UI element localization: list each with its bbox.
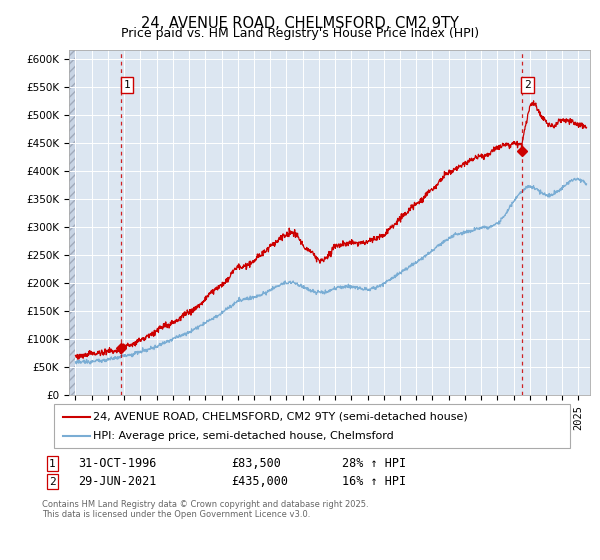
Text: Price paid vs. HM Land Registry's House Price Index (HPI): Price paid vs. HM Land Registry's House … [121, 27, 479, 40]
Bar [69, 50, 76, 395]
Text: £435,000: £435,000 [231, 475, 288, 488]
Text: HPI: Average price, semi-detached house, Chelmsford: HPI: Average price, semi-detached house,… [93, 431, 394, 441]
Text: 1: 1 [124, 80, 131, 90]
Text: 24, AVENUE ROAD, CHELMSFORD, CM2 9TY: 24, AVENUE ROAD, CHELMSFORD, CM2 9TY [141, 16, 459, 31]
Text: £83,500: £83,500 [231, 457, 281, 470]
Text: 2: 2 [524, 80, 531, 90]
Text: Contains HM Land Registry data © Crown copyright and database right 2025.
This d: Contains HM Land Registry data © Crown c… [42, 500, 368, 519]
Text: 29-JUN-2021: 29-JUN-2021 [78, 475, 157, 488]
Bar [69, 50, 76, 395]
Text: 28% ↑ HPI: 28% ↑ HPI [342, 457, 406, 470]
Text: 16% ↑ HPI: 16% ↑ HPI [342, 475, 406, 488]
Text: 24, AVENUE ROAD, CHELMSFORD, CM2 9TY (semi-detached house): 24, AVENUE ROAD, CHELMSFORD, CM2 9TY (se… [93, 412, 468, 422]
Text: 31-OCT-1996: 31-OCT-1996 [78, 457, 157, 470]
Text: 2: 2 [49, 477, 56, 487]
Text: 1: 1 [49, 459, 56, 469]
